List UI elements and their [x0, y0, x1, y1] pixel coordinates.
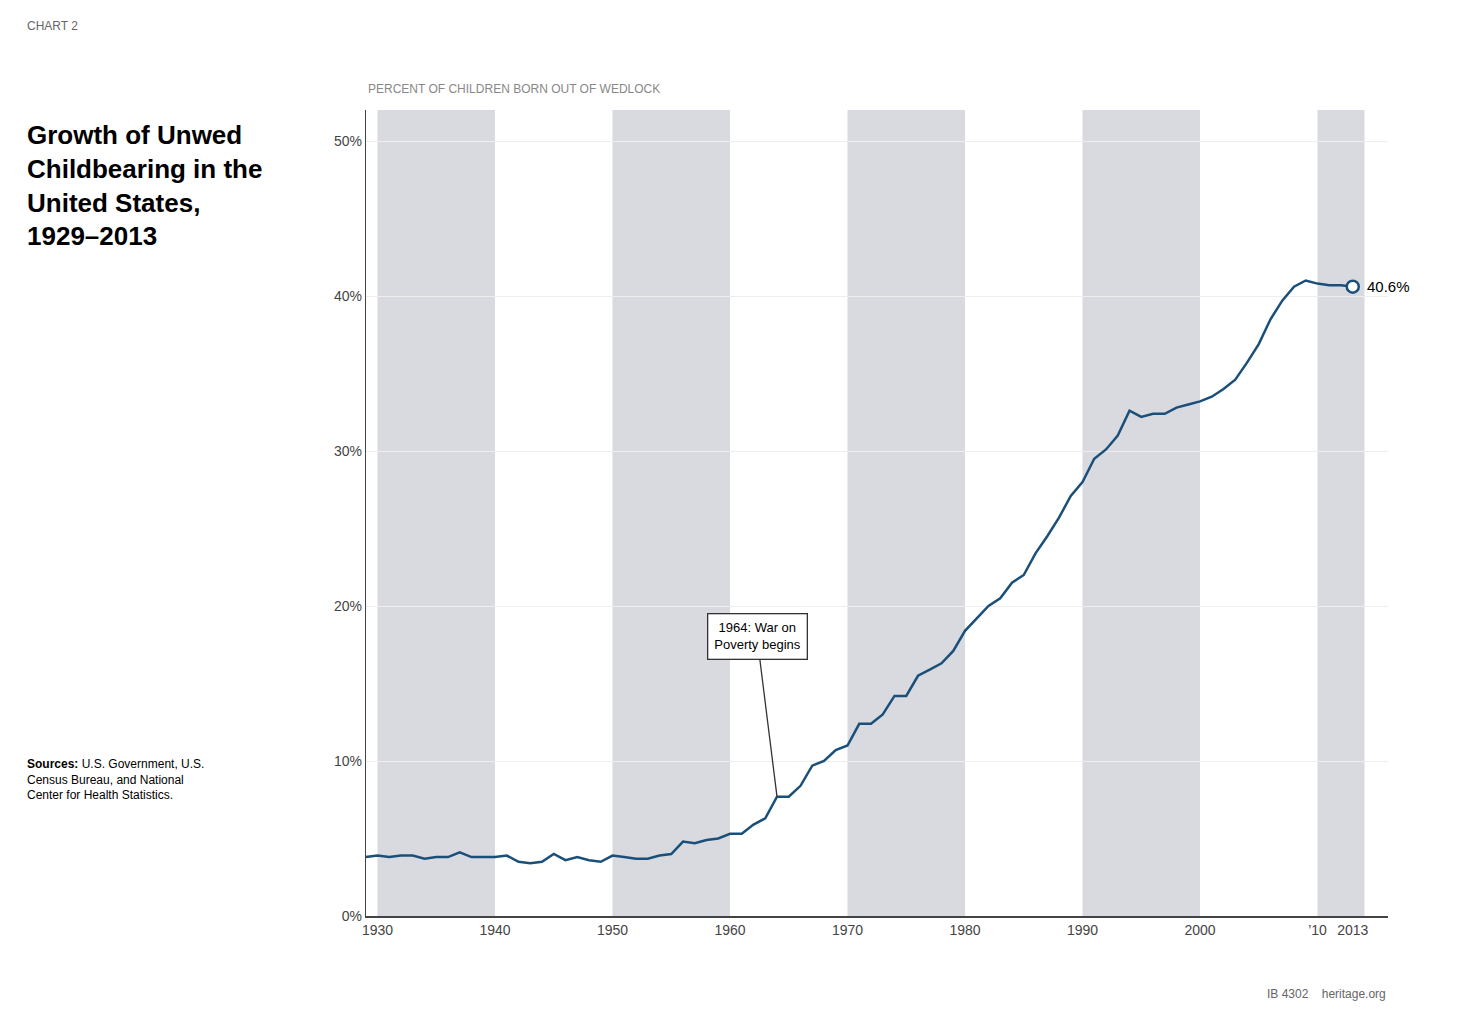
svg-text:PERCENT OF CHILDREN BORN OUT O: PERCENT OF CHILDREN BORN OUT OF WEDLOCK: [368, 82, 660, 96]
svg-text:IB 4302 heritage.org: IB 4302 heritage.org: [1267, 987, 1386, 1001]
svg-text:40.6%: 40.6%: [1367, 278, 1410, 295]
svg-text:1980: 1980: [949, 922, 980, 938]
svg-text:Sources: U.S. Government, U.S.: Sources: U.S. Government, U.S.Census Bur…: [27, 757, 204, 802]
svg-text:1964: War onPoverty begins: 1964: War onPoverty begins: [714, 620, 800, 652]
svg-text:1950: 1950: [597, 922, 628, 938]
svg-text:2013: 2013: [1337, 922, 1368, 938]
svg-text:1940: 1940: [479, 922, 510, 938]
svg-text:’10: ’10: [1308, 922, 1327, 938]
svg-text:CHART 2: CHART 2: [27, 19, 78, 33]
svg-text:2000: 2000: [1184, 922, 1215, 938]
svg-text:30%: 30%: [334, 443, 362, 459]
svg-text:20%: 20%: [334, 598, 362, 614]
svg-text:40%: 40%: [334, 288, 362, 304]
svg-text:1930: 1930: [362, 922, 393, 938]
svg-text:1970: 1970: [832, 922, 863, 938]
svg-text:50%: 50%: [334, 133, 362, 149]
svg-text:Growth of UnwedChildbearing in: Growth of UnwedChildbearing in theUnited…: [27, 120, 262, 251]
svg-text:0%: 0%: [342, 908, 362, 924]
svg-text:1990: 1990: [1067, 922, 1098, 938]
svg-text:1960: 1960: [714, 922, 745, 938]
svg-text:10%: 10%: [334, 753, 362, 769]
